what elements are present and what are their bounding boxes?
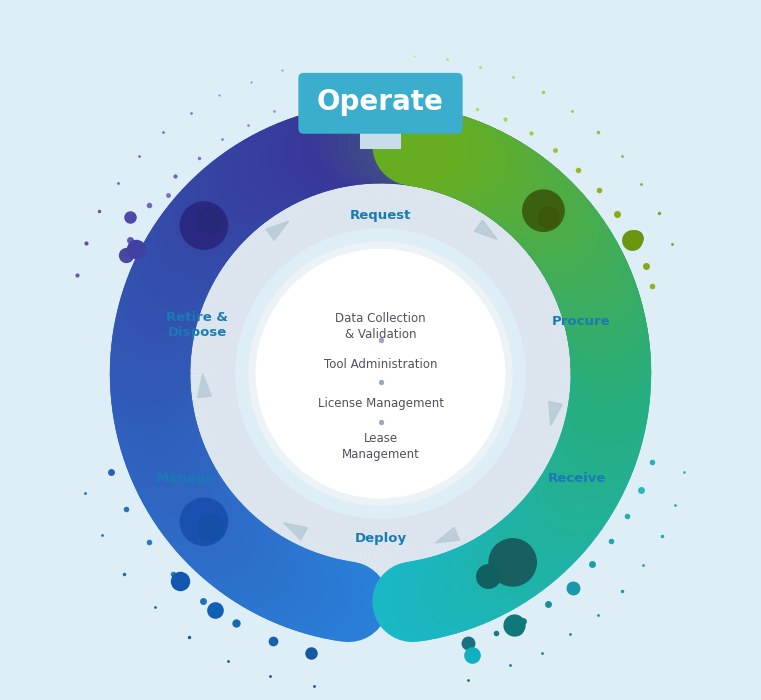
Text: Procure: Procure — [552, 316, 611, 328]
Text: License Management: License Management — [317, 397, 444, 410]
Polygon shape — [198, 374, 212, 398]
Circle shape — [489, 539, 537, 586]
Polygon shape — [284, 523, 307, 540]
Polygon shape — [474, 220, 497, 239]
Polygon shape — [435, 527, 460, 542]
Text: Request: Request — [350, 209, 411, 222]
Circle shape — [523, 190, 564, 232]
Circle shape — [256, 250, 505, 498]
Circle shape — [256, 250, 505, 498]
Text: Manage: Manage — [156, 472, 215, 485]
Circle shape — [180, 202, 228, 249]
Polygon shape — [549, 402, 562, 426]
Text: Lease
Management: Lease Management — [342, 431, 419, 461]
Polygon shape — [266, 221, 288, 240]
Text: Deploy: Deploy — [355, 532, 406, 545]
Text: Receive: Receive — [548, 472, 607, 485]
Text: Operate: Operate — [317, 88, 444, 116]
Text: Retire &
Dispose: Retire & Dispose — [167, 311, 228, 339]
Circle shape — [180, 498, 228, 545]
FancyBboxPatch shape — [298, 73, 463, 134]
Text: Tool Administration: Tool Administration — [323, 358, 438, 371]
Circle shape — [249, 242, 512, 505]
FancyBboxPatch shape — [360, 125, 401, 149]
Text: Data Collection
& Validation: Data Collection & Validation — [335, 312, 426, 341]
